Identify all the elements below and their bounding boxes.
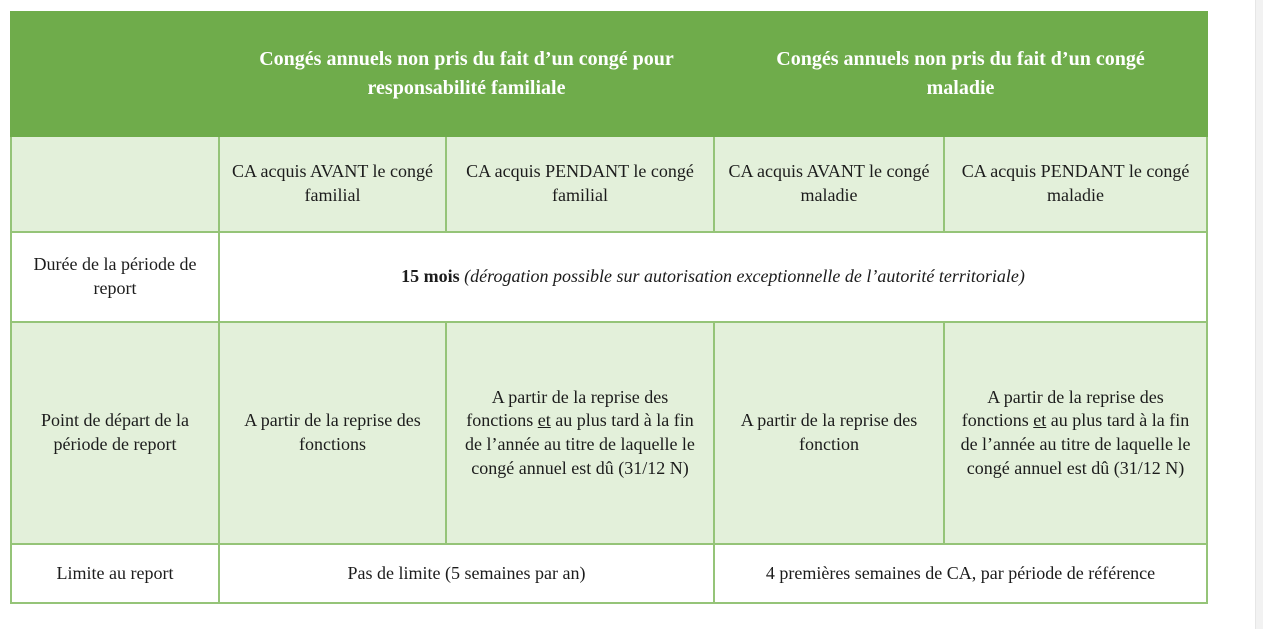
- header-empty-cell: [10, 11, 220, 137]
- vertical-scrollbar[interactable]: [1255, 0, 1263, 629]
- row-label-point-depart: Point de départ de la période de report: [10, 321, 220, 545]
- conges-report-table: Congés annuels non pris du fait d’un con…: [10, 11, 1209, 604]
- pendant-maladie-et-underlined: et: [1033, 410, 1047, 431]
- subheader-row: CA acquis AVANT le congé familial CA acq…: [10, 135, 1209, 233]
- pendant-maladie-pre: A partir de la reprise des fonctions: [961, 386, 1164, 431]
- conges-report-table-wrap: Congés annuels non pris du fait d’un con…: [10, 11, 1209, 604]
- cell-point-depart-pendant-maladie: A partir de la reprise des fonctions et …: [942, 321, 1209, 545]
- cell-point-depart-avant-familial: A partir de la reprise des fonctions: [218, 321, 447, 545]
- header-row: Congés annuels non pris du fait d’un con…: [10, 11, 1209, 137]
- subheader-ca-avant-maladie: CA acquis AVANT le congé maladie: [713, 135, 945, 233]
- header-group-conge-familial: Congés annuels non pris du fait d’un con…: [218, 11, 715, 137]
- subheader-ca-pendant-familial: CA acquis PENDANT le congé familial: [445, 135, 715, 233]
- pendant-familial-post: au plus tard à la fin de l’année au titr…: [465, 410, 695, 478]
- row-label-limite: Limite au report: [10, 543, 220, 604]
- row-limite-report: Limite au report Pas de limite (5 semain…: [10, 543, 1209, 604]
- duree-value-italic: (dérogation possible sur autorisation ex…: [459, 266, 1025, 287]
- subheader-ca-pendant-maladie: CA acquis PENDANT le congé maladie: [942, 135, 1209, 233]
- subheader-empty-cell: [10, 135, 220, 233]
- pendant-familial-pre: A partir de la reprise des fonctions: [466, 386, 669, 431]
- row-label-duree: Durée de la période de report: [10, 231, 220, 323]
- cell-duree-value: 15 mois (dérogation possible sur autoris…: [217, 231, 1209, 323]
- cell-limite-maladie: 4 premières semaines de CA, par période …: [712, 543, 1209, 604]
- pendant-familial-et-underlined: et: [537, 410, 551, 431]
- row-duree-periode-report: Durée de la période de report 15 mois (d…: [10, 231, 1209, 323]
- pendant-maladie-post: au plus tard à la fin de l’année au titr…: [960, 410, 1191, 478]
- cell-point-depart-pendant-familial: A partir de la reprise des fonctions et …: [445, 321, 715, 545]
- row-point-depart: Point de départ de la période de report …: [10, 321, 1209, 545]
- subheader-ca-avant-familial: CA acquis AVANT le congé familial: [218, 135, 447, 233]
- cell-limite-familial: Pas de limite (5 semaines par an): [218, 543, 715, 604]
- cell-point-depart-avant-maladie: A partir de la reprise des fonction: [713, 321, 945, 545]
- header-group-conge-maladie: Congés annuels non pris du fait d’un con…: [712, 11, 1209, 137]
- duree-value-bold: 15 mois: [401, 266, 460, 287]
